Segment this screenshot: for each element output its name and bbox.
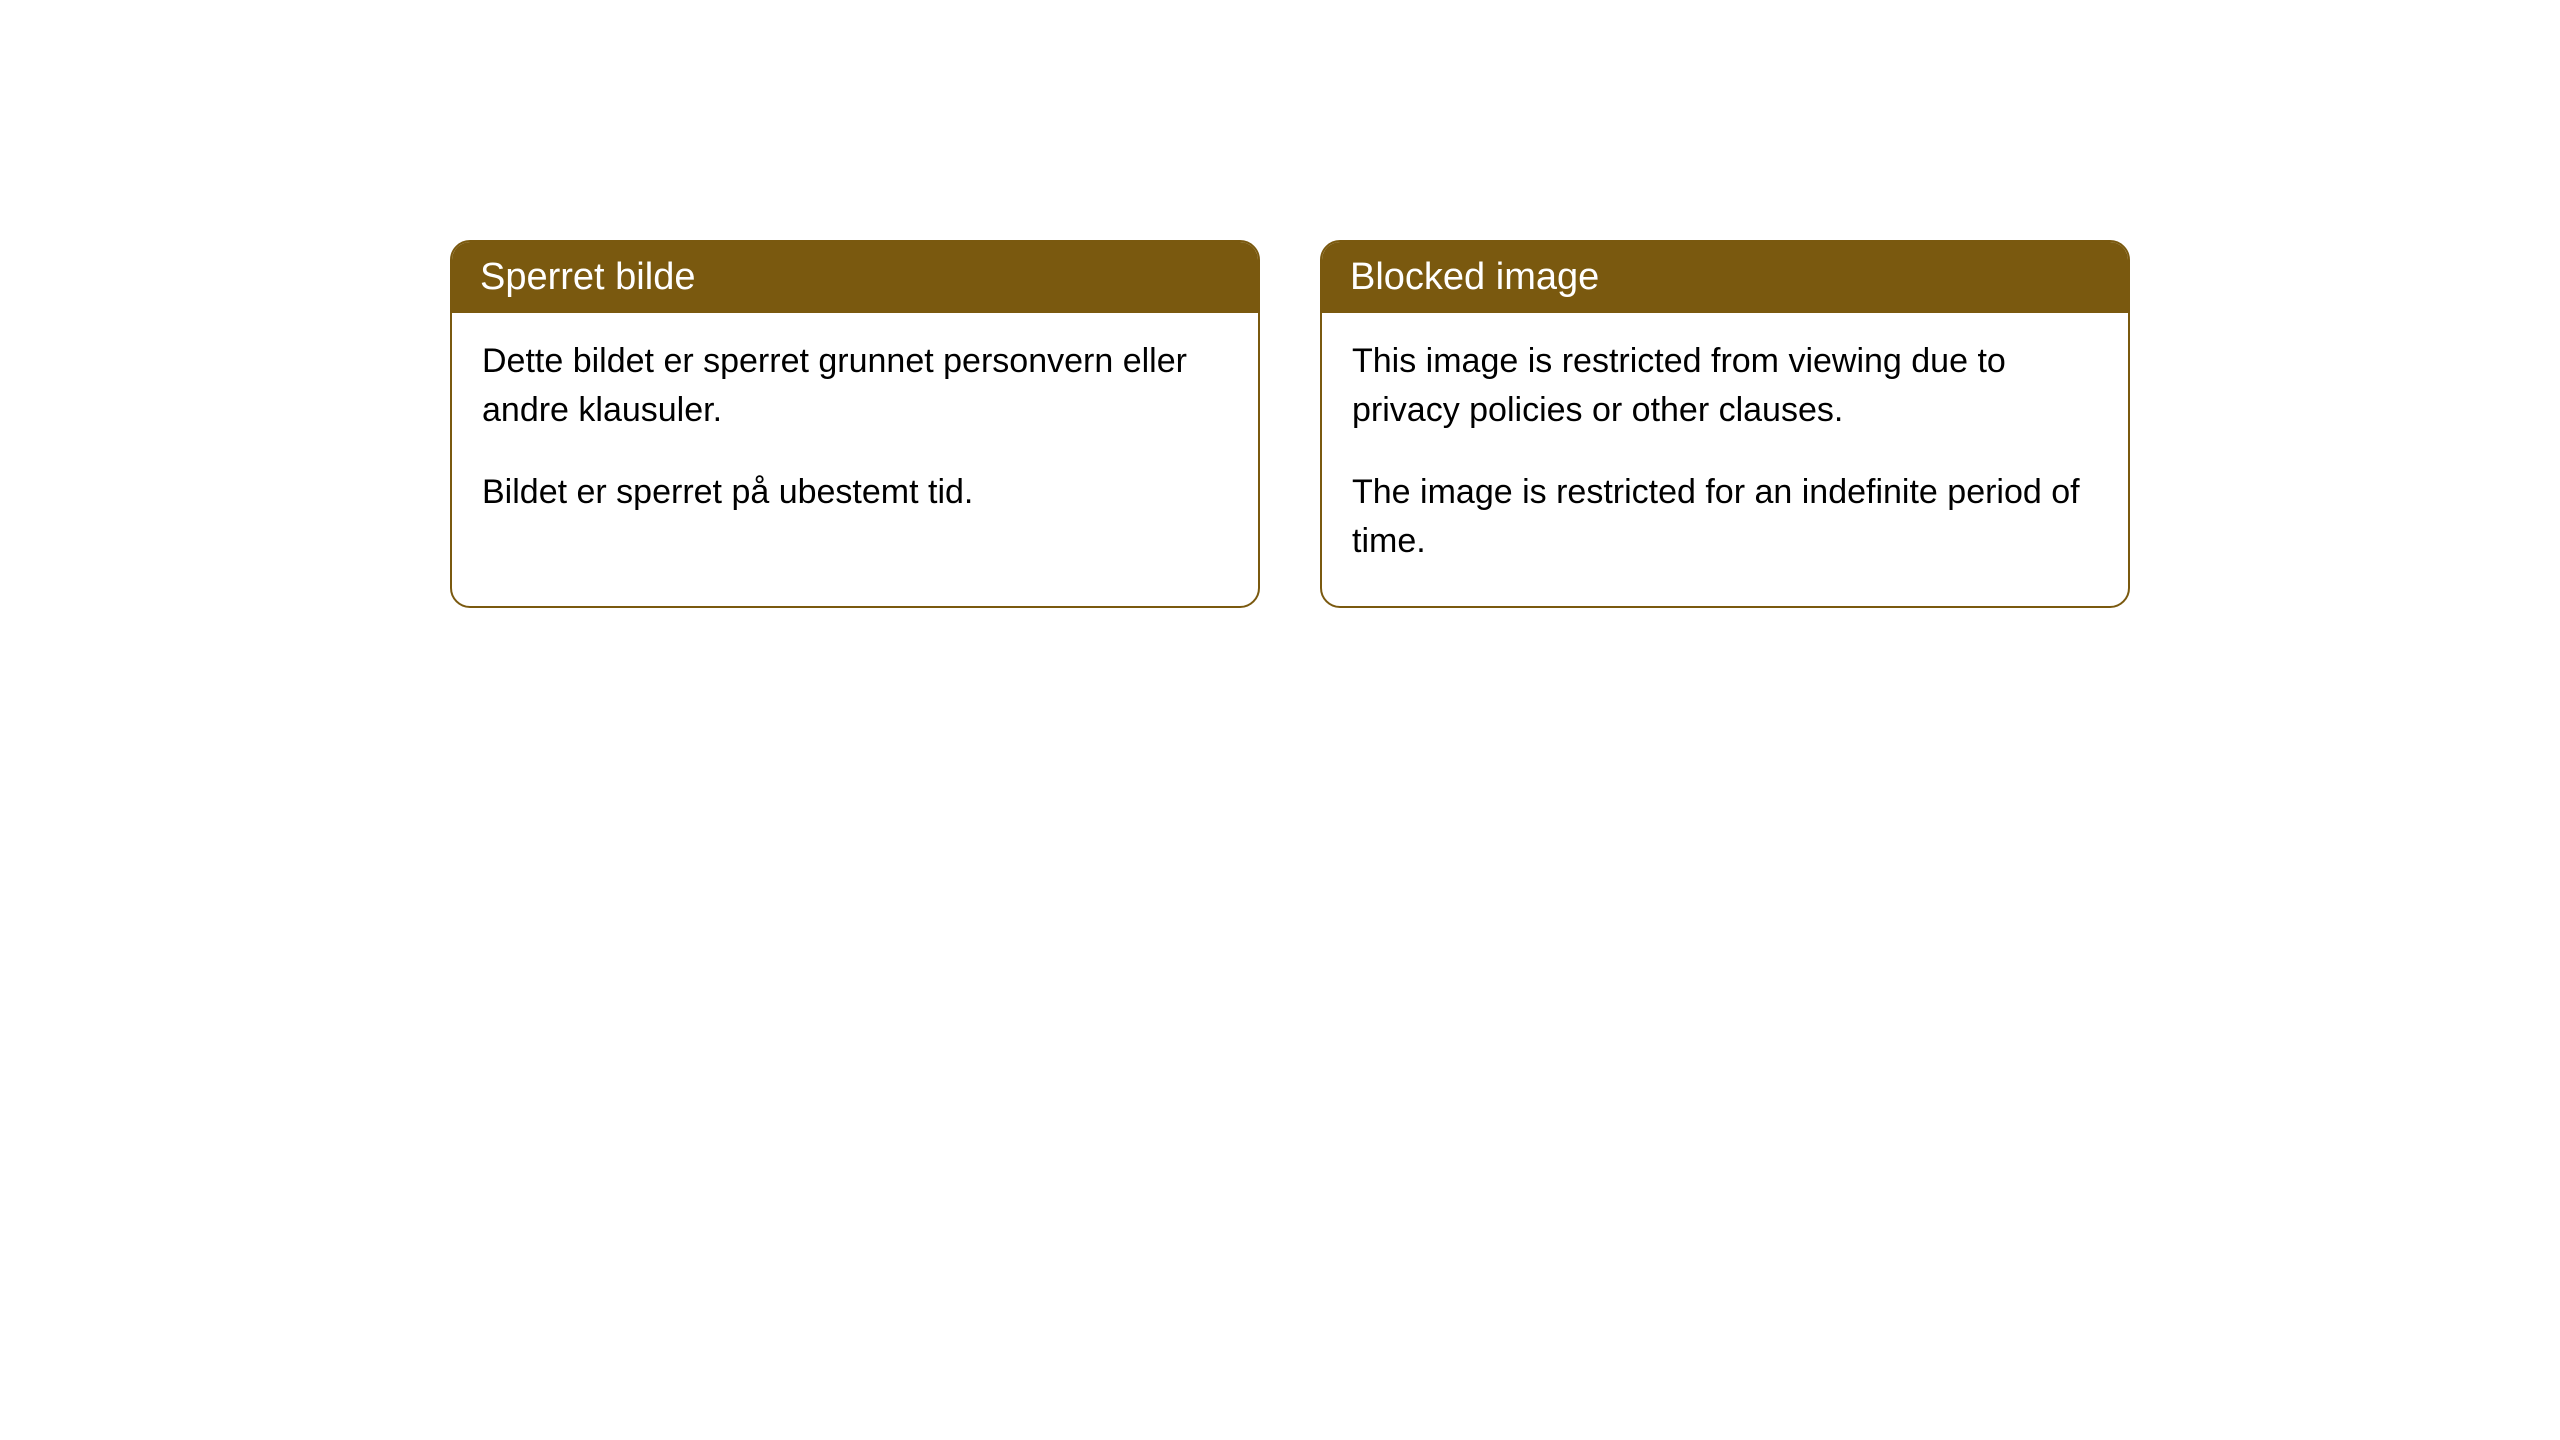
blocked-image-card-english: Blocked image This image is restricted f… <box>1320 240 2130 608</box>
card-body-norwegian: Dette bildet er sperret grunnet personve… <box>452 313 1258 557</box>
cards-container: Sperret bilde Dette bildet er sperret gr… <box>0 0 2560 608</box>
card-paragraph2-english: The image is restricted for an indefinit… <box>1352 468 2098 567</box>
blocked-image-card-norwegian: Sperret bilde Dette bildet er sperret gr… <box>450 240 1260 608</box>
card-paragraph1-norwegian: Dette bildet er sperret grunnet personve… <box>482 337 1228 436</box>
card-paragraph2-norwegian: Bildet er sperret på ubestemt tid. <box>482 468 1228 517</box>
card-title-english: Blocked image <box>1350 256 1599 298</box>
card-header-norwegian: Sperret bilde <box>452 242 1258 313</box>
card-title-norwegian: Sperret bilde <box>480 256 695 298</box>
card-paragraph1-english: This image is restricted from viewing du… <box>1352 337 2098 436</box>
card-header-english: Blocked image <box>1322 242 2128 313</box>
card-body-english: This image is restricted from viewing du… <box>1322 313 2128 606</box>
